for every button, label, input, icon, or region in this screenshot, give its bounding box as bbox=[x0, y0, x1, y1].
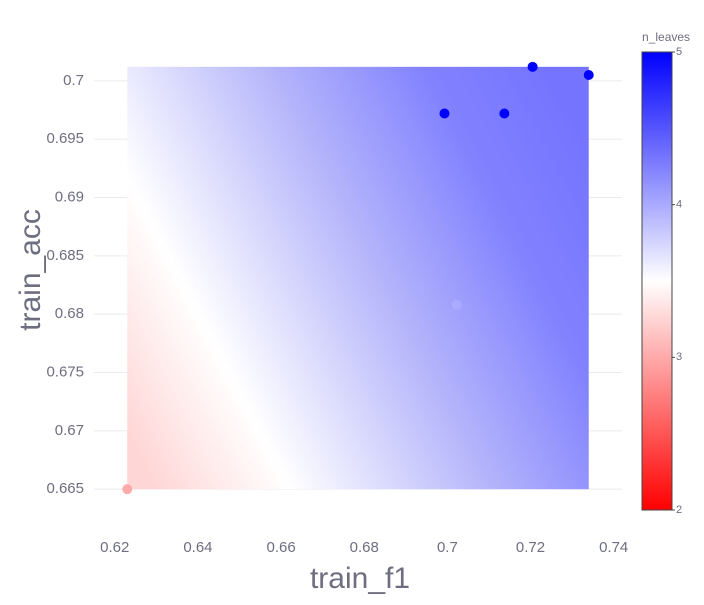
point bbox=[527, 61, 538, 72]
x-tick-label: 0.64 bbox=[183, 539, 212, 556]
point bbox=[499, 108, 510, 119]
x-tick-label: 0.66 bbox=[266, 539, 295, 556]
point bbox=[451, 299, 462, 310]
colorbar-tick-label: 2 bbox=[676, 504, 682, 516]
surface bbox=[127, 66, 589, 490]
x-axis-title: train_f1 bbox=[310, 562, 410, 595]
y-tick-label: 0.685 bbox=[46, 247, 84, 264]
y-tick-label: 0.67 bbox=[55, 422, 84, 439]
y-tick-label: 0.68 bbox=[55, 305, 84, 322]
colorbar-tick-label: 5 bbox=[676, 46, 682, 58]
point bbox=[583, 70, 594, 80]
y-tick-label: 0.665 bbox=[46, 480, 84, 497]
x-tick-label: 0.68 bbox=[350, 539, 379, 556]
colorbar bbox=[641, 51, 673, 511]
x-tick-label: 0.7 bbox=[437, 539, 458, 556]
point bbox=[122, 484, 133, 495]
y-tick-label: 0.7 bbox=[63, 72, 84, 89]
point bbox=[415, 285, 426, 296]
colorbar-tick-label: 4 bbox=[676, 199, 682, 211]
colorbar-tick-label: 3 bbox=[676, 351, 682, 363]
y-tick-label: 0.695 bbox=[46, 130, 84, 147]
x-tick-label: 0.72 bbox=[516, 539, 545, 556]
x-tick-label: 0.74 bbox=[599, 539, 628, 556]
y-tick-label: 0.69 bbox=[55, 188, 84, 205]
x-tick-label: 0.62 bbox=[100, 539, 129, 556]
colorbar-title: n_leaves bbox=[642, 30, 690, 44]
y-tick-label: 0.675 bbox=[46, 363, 84, 380]
y-axis-title: train_acc bbox=[14, 209, 47, 331]
point bbox=[439, 108, 450, 119]
